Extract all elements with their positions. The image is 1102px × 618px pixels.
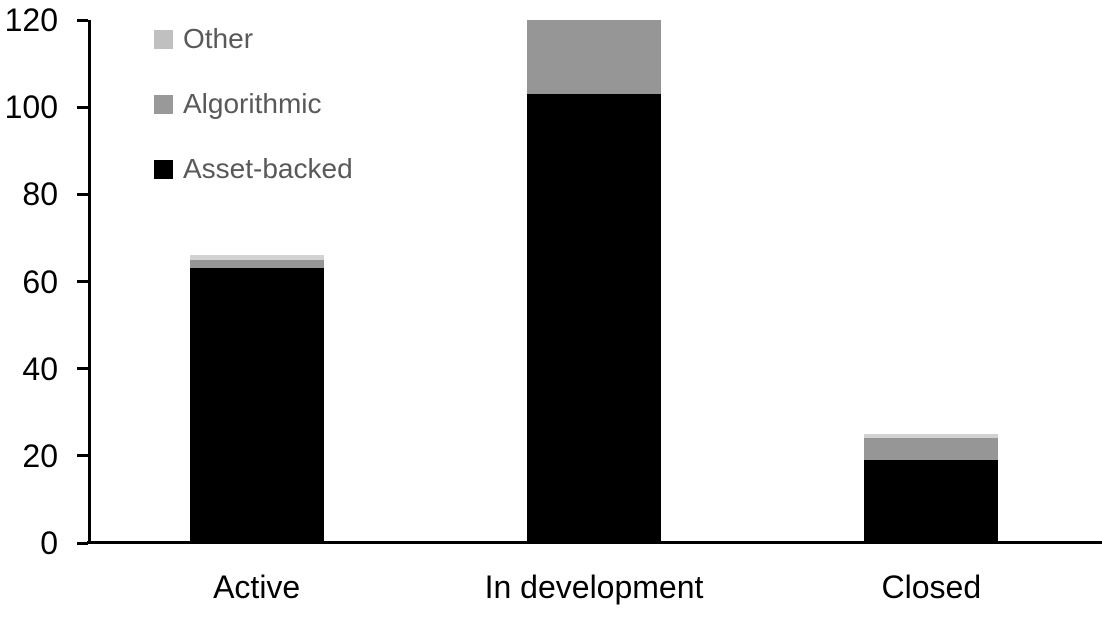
legend-label-algorithmic: Algorithmic	[183, 88, 322, 119]
x-axis-label-active: Active	[213, 569, 301, 605]
y-tick-mark-0	[77, 541, 88, 545]
y-tick-label-80: 80	[22, 176, 58, 213]
bar-segment-in-development-algorithmic	[527, 20, 661, 95]
y-tick-label-100: 100	[4, 89, 58, 126]
y-tick-label-0: 0	[40, 525, 58, 561]
bar-segment-closed-other	[864, 434, 999, 439]
bar-segment-active-other	[189, 255, 324, 260]
x-axis-label-in-development: In development	[484, 569, 704, 605]
y-tick-label-120: 120	[4, 2, 58, 38]
y-tick-mark-100	[77, 105, 88, 109]
x-axis-line	[87, 541, 1102, 544]
y-tick-mark-80	[77, 192, 88, 196]
legend-swatch-algorithmic-icon	[154, 94, 173, 114]
y-axis-line	[88, 20, 91, 544]
bar-segment-active-asset-backed	[189, 268, 324, 543]
legend-label-other: Other	[183, 23, 254, 54]
x-axis-label-closed: Closed	[881, 569, 982, 605]
y-tick-mark-120	[77, 18, 88, 22]
y-tick-mark-20	[77, 454, 88, 458]
y-tick-mark-60	[77, 280, 88, 283]
legend-item-other: Other	[154, 23, 254, 54]
legend-swatch-asset-backed-icon	[154, 159, 173, 179]
y-tick-label-20: 20	[22, 437, 58, 474]
y-tick-label-60: 60	[22, 263, 58, 300]
bar-segment-closed-algorithmic	[864, 438, 999, 461]
y-tick-mark-40	[77, 367, 88, 371]
bar-segment-closed-asset-backed	[864, 460, 999, 543]
y-tick-label-40: 40	[22, 350, 58, 387]
legend-item-asset-backed: Asset-backed	[154, 153, 353, 184]
legend-swatch-other-icon	[154, 29, 173, 49]
legend-label-asset-backed: Asset-backed	[183, 153, 353, 184]
legend-item-algorithmic: Algorithmic	[154, 88, 322, 119]
bar-segment-in-development-asset-backed	[527, 94, 661, 543]
bar-segment-active-algorithmic	[189, 259, 324, 269]
